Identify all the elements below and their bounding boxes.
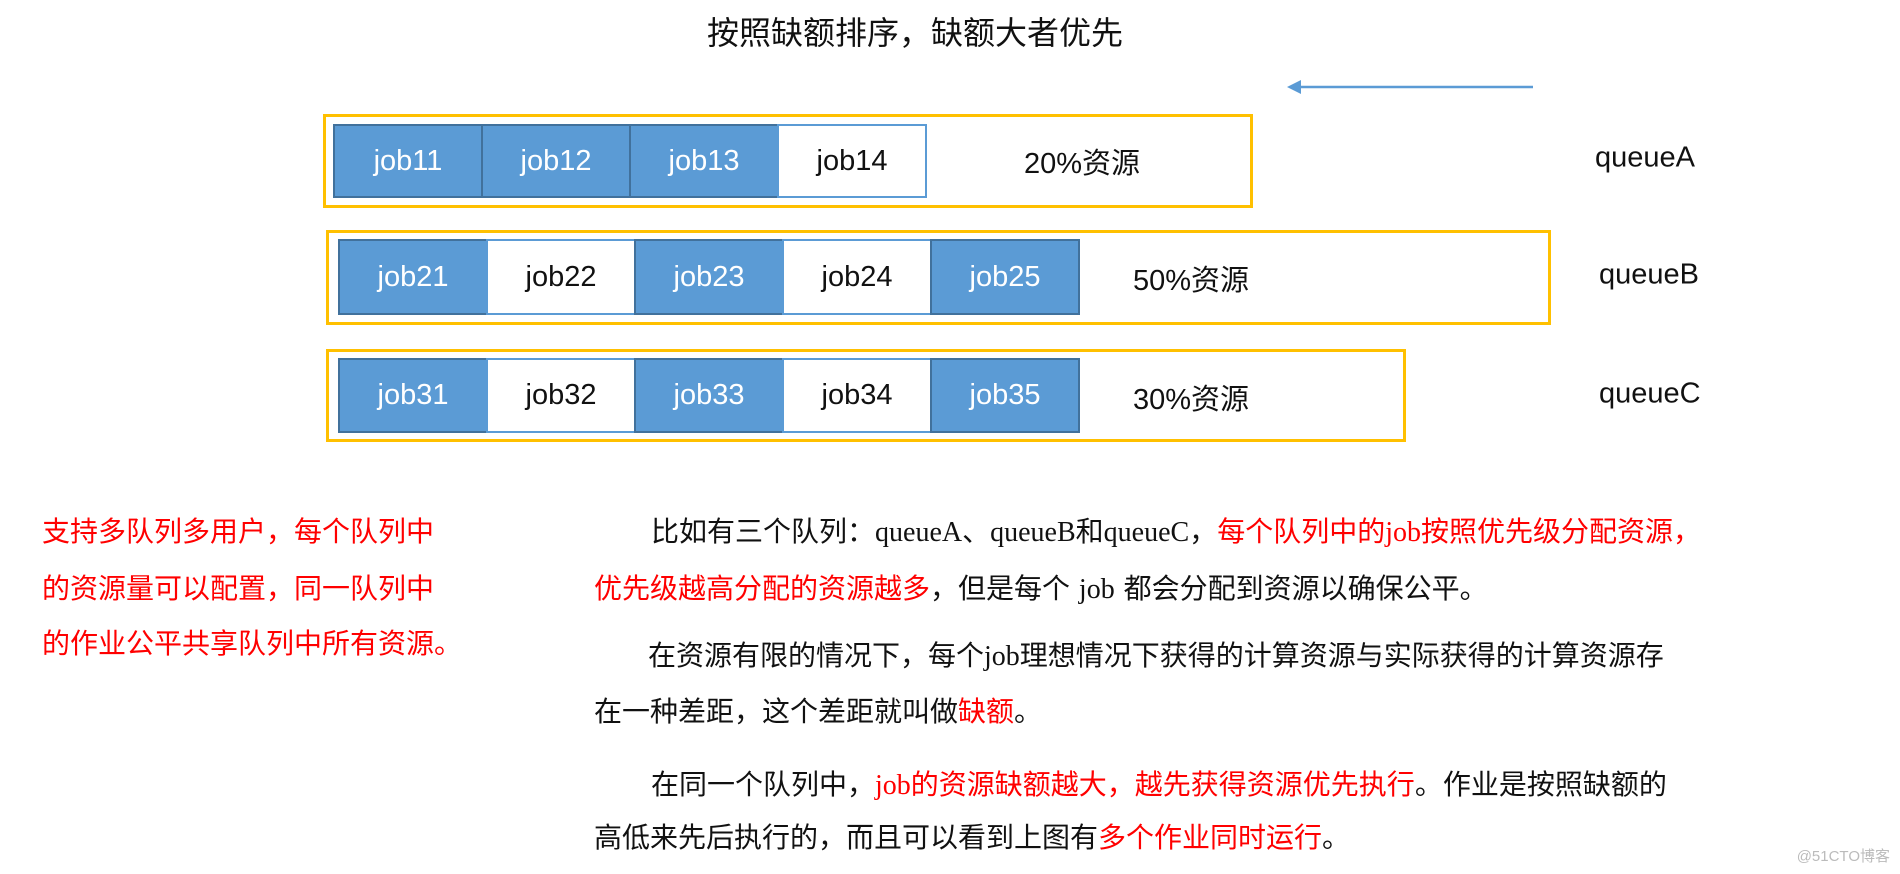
text-segment: job [984,641,1020,672]
job-cell: job25 [930,239,1080,315]
text-segment: queueA、queueB [875,517,1076,548]
job-cell: job23 [634,239,784,315]
text-segment: 在一种差距，这个差距就叫做 [594,695,959,728]
job-cell: job13 [629,124,779,198]
job-row: job21 job22 job23 job24 job25 [338,239,1080,315]
job-row: job11 job12 job13 job14 [333,124,927,198]
queue-box-queueB [326,230,1551,325]
queue-box-queueC [326,349,1406,442]
paragraph-line: 比如有三个队列：queueA、queueB和queueC，每个队列中的job按照… [651,510,1701,550]
text-segment: 。作业是按照缺额的 [1414,768,1667,801]
queue-label: queueB [1599,258,1699,291]
highlighted-text: 缺额 [958,695,1015,728]
highlighted-text: 按照优先级分配资源， [1420,515,1701,548]
highlighted-text: 优先级越高分配的资源越多 [594,572,931,605]
job-cell: job14 [777,124,927,198]
paragraph-line: 在一种差距，这个差距就叫做缺额。 [594,690,1042,730]
note-line: 的作业公平共享队列中所有资源。 [42,627,463,660]
job-cell: job35 [930,358,1080,433]
text-segment: ，但是每个 [930,572,1079,605]
job-cell: job12 [481,124,631,198]
text-segment: 在资源有限的情况下，每个 [648,639,985,672]
job-row: job31 job32 job33 job34 job35 [338,358,1080,433]
queue-box-queueA [323,114,1253,208]
highlighted-text: 的资源缺额越大，越先获得资源优先执行 [910,768,1415,801]
job-cell: job21 [338,239,488,315]
job-cell: job24 [782,239,932,315]
resource-share: 20%资源 [1024,148,1141,180]
resource-share: 50%资源 [1133,265,1250,297]
job-cell: job22 [486,239,636,315]
text-segment: ， [1189,515,1218,548]
job-cell: job33 [634,358,784,433]
paragraph-line: 在同一个队列中，job的资源缺额越大，越先获得资源优先执行。作业是按照缺额的 [651,763,1667,803]
job-cell: job31 [338,358,488,433]
note-line: 支持多队列多用户，每个队列中 [42,515,435,548]
text-segment: 高低来先后执行的，而且可以看到上图有 [594,821,1099,854]
highlighted-text: 每个队列中的 [1217,515,1386,548]
arrow-left-icon [1287,80,1533,94]
text-segment: 和 [1075,515,1104,548]
text-segment: queueC [1103,517,1190,548]
diagram-title: 按照缺额排序，缺额大者优先 [706,14,1123,52]
highlighted-text: 多个作业同时运行 [1098,821,1323,854]
text-segment: 理想情况下获得的计算资源与实际获得的计算资源存 [1019,639,1664,672]
resource-share: 30%资源 [1133,384,1250,416]
watermark: @51CTO博客 [1796,848,1890,865]
text-segment: 在同一个队列中， [651,768,876,801]
text-segment: 。 [1322,821,1351,854]
job-cell: job11 [333,124,483,198]
highlighted-text: job [875,770,911,801]
paragraph-line: 在资源有限的情况下，每个job理想情况下获得的计算资源与实际获得的计算资源存 [648,634,1664,674]
text-segment: 都会分配到资源以确保公平。 [1114,572,1488,605]
note-line: 的资源量可以配置，同一队列中 [42,572,435,605]
job-cell: job34 [782,358,932,433]
text-segment: 比如有三个队列： [651,515,876,548]
text-segment: job [1078,574,1115,605]
highlighted-text: job [1385,517,1421,548]
text-segment: 。 [1014,695,1043,728]
paragraph-line: 优先级越高分配的资源越多，但是每个 job 都会分配到资源以确保公平。 [594,567,1488,607]
job-cell: job32 [486,358,636,433]
queue-label: queueC [1599,377,1701,410]
queue-label: queueA [1595,141,1695,174]
paragraph-line: 高低来先后执行的，而且可以看到上图有多个作业同时运行。 [594,816,1350,856]
